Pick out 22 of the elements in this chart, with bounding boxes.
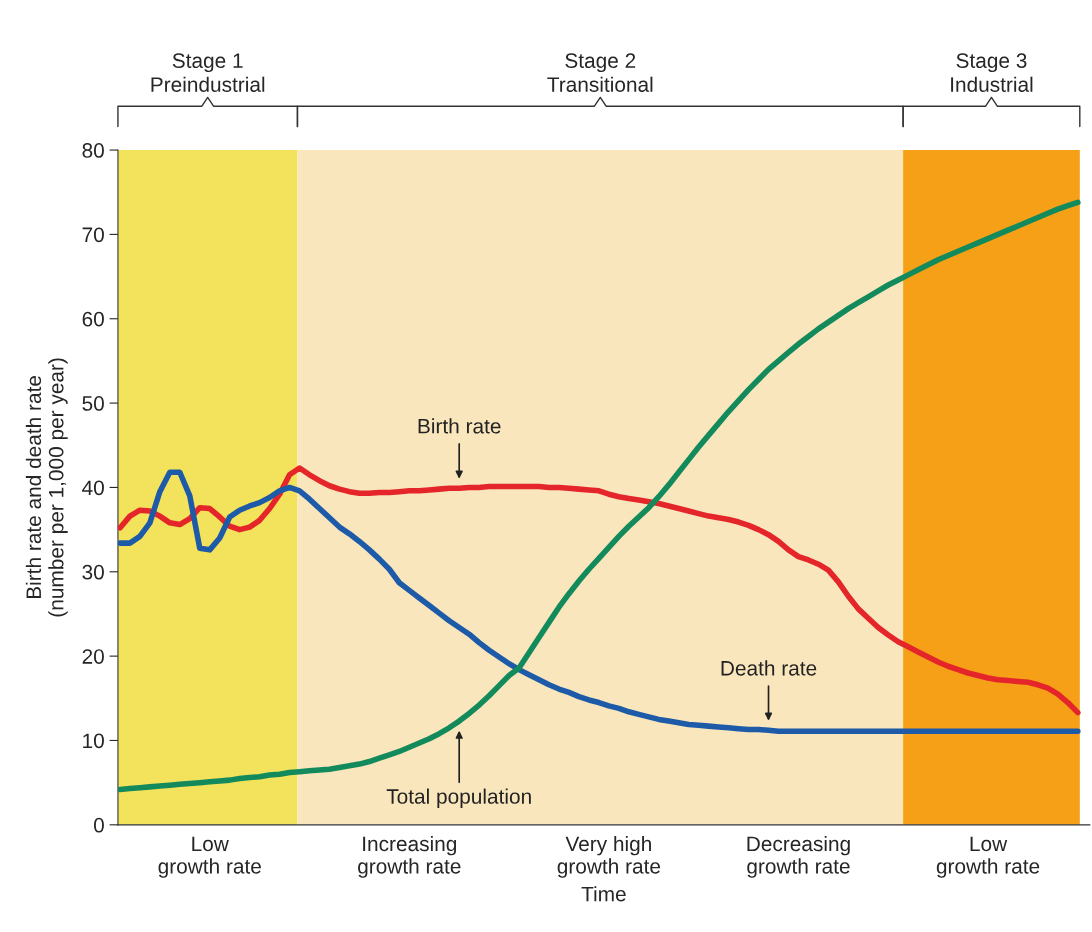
text: Birth rate xyxy=(418,418,501,434)
y-tick-label: 30 xyxy=(82,564,104,580)
y-tick-label: 50 xyxy=(82,396,104,411)
text: Death rate xyxy=(721,660,817,676)
y-tick-label: 80 xyxy=(82,143,104,158)
x-tick-label: Increasing growth rate xyxy=(358,835,461,878)
text: Stage 3 Industrial xyxy=(951,53,1033,92)
x-tick-label: Decreasing growth rate xyxy=(747,835,850,878)
x-tick-label: Low growth rate xyxy=(158,836,261,878)
text: Stage 1 Preindustrial xyxy=(151,53,265,92)
y-tick-label: 10 xyxy=(83,733,104,749)
text: Stage 2 Transitional xyxy=(547,53,653,92)
y-tick-label: 70 xyxy=(82,227,104,243)
y-tick-label: 0 xyxy=(93,817,104,833)
series-label: Total population xyxy=(386,788,531,808)
y-tick-label: 20 xyxy=(82,649,104,664)
y-tick-label: 60 xyxy=(82,311,104,327)
y-axis-title: Birth rate and death rate (number per 1,000 per year) xyxy=(25,358,68,617)
x-tick-label: Very high growth rate xyxy=(557,835,661,878)
y-tick-label: 40 xyxy=(82,480,104,496)
x-tick-label: Low growth rate xyxy=(936,836,1040,878)
x-axis-title: Time xyxy=(581,886,626,902)
